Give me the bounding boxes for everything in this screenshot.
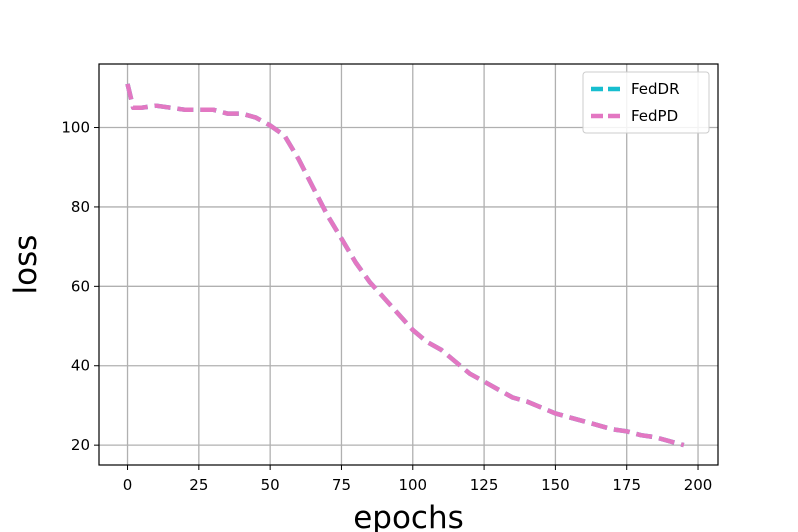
x-tick-label: 0 bbox=[123, 476, 133, 494]
y-tick-label: 60 bbox=[71, 277, 90, 295]
series-lines bbox=[125, 83, 685, 448]
x-tick-label: 100 bbox=[398, 476, 427, 494]
legend-label-feddr: FedDR bbox=[631, 80, 680, 98]
y-tick-label: 20 bbox=[71, 436, 90, 454]
x-axis-label: epochs bbox=[353, 500, 464, 532]
y-axis-label: loss bbox=[8, 235, 44, 295]
x-tick-label: 175 bbox=[612, 476, 641, 494]
plot-frame bbox=[98, 63, 719, 466]
x-tick-label: 50 bbox=[261, 476, 280, 494]
legend: FedDR FedPD bbox=[582, 71, 710, 134]
x-tick-label: 75 bbox=[332, 476, 351, 494]
legend-label-fedpd: FedPD bbox=[631, 107, 678, 125]
y-tick-label: 40 bbox=[71, 357, 90, 375]
x-tick-label: 125 bbox=[470, 476, 499, 494]
x-tick-label: 150 bbox=[541, 476, 570, 494]
x-tick-label: 25 bbox=[189, 476, 208, 494]
y-tick-label: 100 bbox=[61, 119, 90, 137]
series-line-feddr bbox=[125, 83, 685, 448]
series-line-fedpd bbox=[125, 83, 685, 448]
axis-ticks: 0 25 50 75 100 125 150 175 200 20 40 60 80 100 bbox=[61, 119, 712, 494]
x-tick-label: 200 bbox=[684, 476, 713, 494]
y-tick-label: 80 bbox=[71, 198, 90, 216]
